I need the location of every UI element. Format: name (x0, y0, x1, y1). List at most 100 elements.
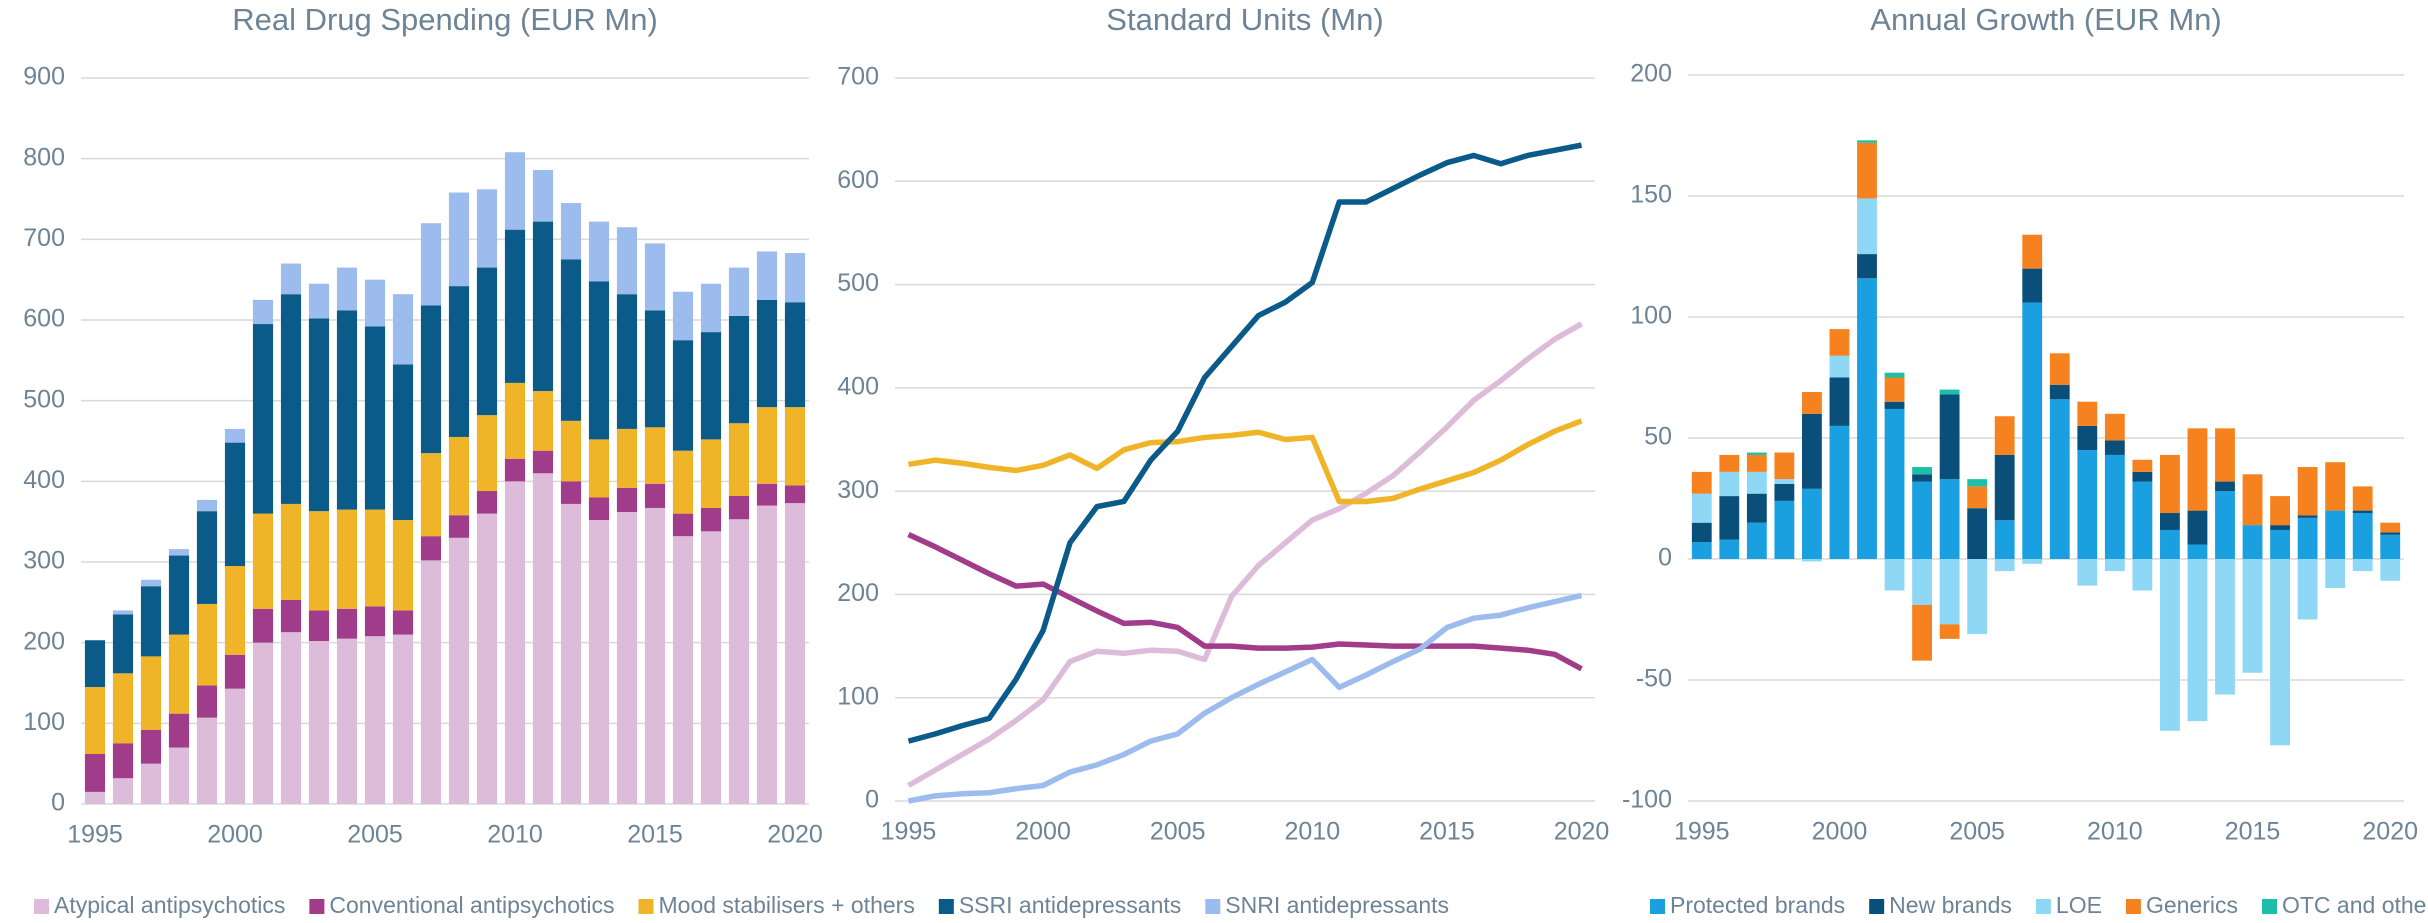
bar-segment (2380, 532, 2401, 535)
legend-swatch (2261, 899, 2277, 914)
legend-swatch (34, 899, 49, 914)
bar-segment (476, 415, 498, 492)
chart-title: Real Drug Spending (EUR Mn) (232, 2, 658, 37)
bar-segment (1857, 254, 1877, 279)
x-tick-label: 2000 (1812, 818, 1868, 846)
bar-segment (672, 291, 694, 341)
bar-segment (672, 340, 694, 451)
x-tick-label: 2020 (1554, 818, 1610, 846)
bar-segment (2049, 384, 2070, 400)
bar-segment (1691, 493, 1712, 523)
bar-segment (336, 310, 358, 510)
bar-segment (2380, 559, 2401, 581)
bar-segment (112, 778, 134, 804)
bar-segment (1746, 522, 1767, 559)
bar-segment (168, 713, 190, 748)
bar-segment (2132, 481, 2153, 559)
bar-segment (1912, 474, 1932, 482)
bar-segment (392, 610, 414, 635)
y-tick-label: 600 (837, 166, 879, 194)
bar-segment (2077, 401, 2098, 426)
bar-segment (168, 634, 190, 714)
bar-segment (420, 536, 442, 561)
bar-segment (1967, 559, 1988, 635)
bar-segment (644, 310, 666, 428)
legend-label: Atypical antipsychotics (54, 892, 285, 918)
bar-segment (700, 507, 722, 532)
bar-segment (308, 610, 330, 642)
bar-segment (784, 503, 806, 804)
bar-segment (1746, 493, 1767, 523)
bar-segment (700, 531, 722, 804)
bar-segment (336, 638, 358, 804)
bar-segment (644, 483, 666, 508)
bar-segment (476, 513, 498, 804)
bar-segment (2187, 544, 2208, 559)
bar-segment (2325, 462, 2346, 511)
bar-segment (1746, 471, 1767, 494)
bar-segment (112, 614, 134, 674)
bar-segment (2104, 454, 2125, 559)
legend-label: New brands (1889, 892, 2012, 918)
bar-segment (1884, 372, 1905, 378)
y-tick-label: 200 (1630, 60, 1672, 88)
y-tick-label: 700 (837, 63, 879, 91)
bar-segment (532, 390, 554, 451)
bar-segment (280, 503, 302, 600)
bar-segment (224, 566, 246, 655)
y-tick-label: 100 (23, 708, 65, 736)
bar-segment (2215, 428, 2235, 482)
y-tick-label: 500 (837, 269, 879, 297)
bar-segment (2380, 522, 2401, 533)
bar-segment (280, 263, 302, 295)
bar-segment (1994, 416, 2015, 455)
bar-segment (1802, 392, 1822, 414)
bar-segment (756, 483, 778, 506)
bar-segment (2270, 496, 2290, 526)
x-tick-label: 2020 (2362, 818, 2418, 846)
bar-segment (672, 536, 694, 804)
line-series (907, 592, 1583, 804)
bar-segment (1939, 394, 1960, 480)
y-tick-label: 900 (23, 63, 65, 91)
y-tick-label: 800 (23, 143, 65, 171)
bar-segment (2297, 517, 2318, 559)
bar-segment (504, 458, 526, 482)
bar-segment (728, 267, 750, 316)
bar-segment (1774, 479, 1795, 484)
bar-segment (1829, 377, 1850, 426)
bar-segment (280, 294, 302, 504)
bar-segment (476, 189, 498, 268)
y-tick-label: 700 (23, 224, 65, 252)
bar-segment (644, 427, 666, 484)
bar-segment (2022, 302, 2043, 559)
bar-segment (224, 428, 246, 443)
bar-segment (392, 364, 414, 521)
bar-segment (1774, 483, 1795, 501)
legend-swatch (1650, 899, 1665, 914)
bar-segment (2325, 510, 2346, 559)
legend-swatch (638, 899, 654, 914)
bar-segment (2049, 399, 2070, 559)
bar-segment (476, 491, 498, 514)
x-tick-label: 2010 (1284, 818, 1340, 846)
bar-segment (280, 599, 302, 633)
bar-segment (2352, 486, 2373, 511)
y-tick-label: 100 (837, 682, 879, 710)
y-tick-label: 400 (23, 466, 65, 494)
bar-segment (196, 603, 218, 686)
bar-segment (2022, 234, 2043, 269)
bar-segment (308, 511, 330, 611)
bar-segment (112, 610, 134, 615)
bar-segment (504, 152, 526, 230)
bar-segment (2187, 559, 2208, 722)
bar-segment (420, 453, 442, 537)
bar-segment (2352, 513, 2373, 559)
bar-segment (1774, 452, 1795, 480)
bar-segment (448, 537, 470, 804)
bar-segment (336, 608, 358, 639)
bar-segment (1912, 467, 1932, 475)
bar-segment (672, 513, 694, 537)
